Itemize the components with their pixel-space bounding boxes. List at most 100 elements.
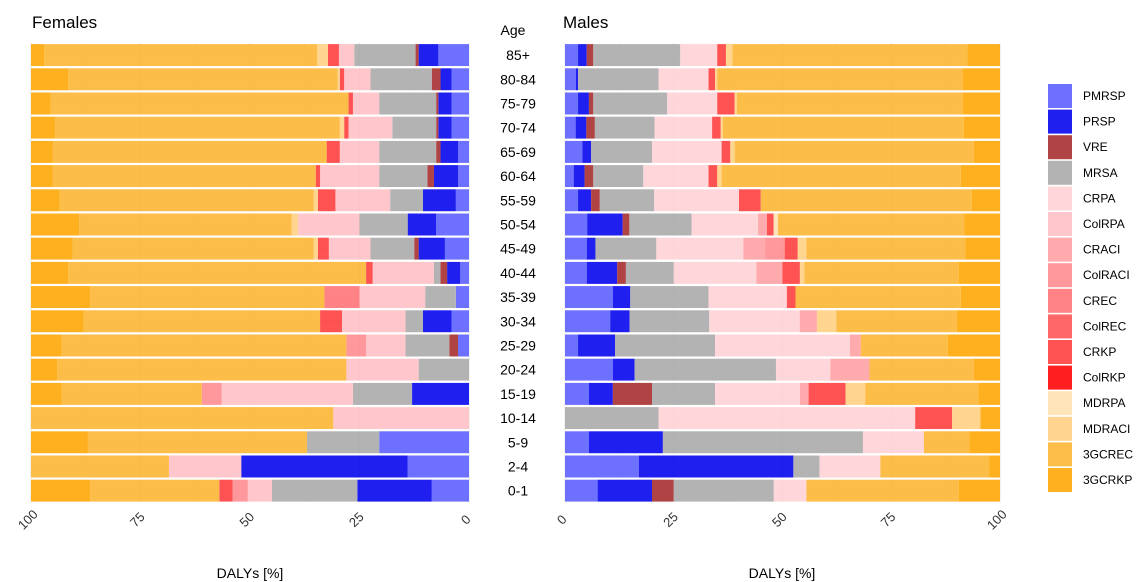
- bar-3gcrkp-70-74: [963, 116, 1000, 139]
- bar-vre-75-79: [588, 92, 594, 115]
- bar-crpa-85plus: [680, 44, 718, 67]
- bar-colrpa-80-84: [344, 68, 371, 91]
- bar-crpa-55-59: [654, 189, 739, 212]
- bar-crkp-75-79: [717, 92, 735, 115]
- bar-mrsa-35-39: [425, 286, 456, 309]
- bar-craci-30-34: [799, 310, 817, 333]
- bar-3gcrkp-50-54: [964, 213, 1000, 236]
- bar-mrsa-10-14: [565, 407, 659, 430]
- age-label: 25-29: [500, 338, 536, 354]
- bar-crkp-60-64: [708, 165, 718, 188]
- bar-prsp-85plus: [578, 44, 587, 67]
- bar-3gcrec-75-79: [736, 92, 964, 115]
- bar-crkp-55-59: [739, 189, 761, 212]
- bar-3gcrec-5-9: [87, 431, 307, 454]
- bar-craci-50-54: [758, 213, 767, 236]
- bar-mdraci-45-49: [797, 237, 807, 260]
- bar-3gcrkp-25-29: [947, 334, 1000, 357]
- bar-colraci-0-1: [232, 479, 248, 502]
- bar-prsp-70-74: [575, 116, 587, 139]
- bar-crpa-20-24: [775, 358, 831, 381]
- bar-pmrsp-55-59: [565, 189, 579, 212]
- x-tick-label: 0: [458, 512, 474, 528]
- bar-colrpa-0-1: [247, 479, 272, 502]
- bar-mrsa-60-64: [379, 165, 428, 188]
- bar-colrpa-30-34: [341, 310, 406, 333]
- bar-pmrsp-85plus: [438, 44, 469, 67]
- bar-colrpa-70-74: [348, 116, 393, 139]
- age-label: 55-59: [500, 192, 536, 208]
- bar-mrsa-80-84: [578, 68, 659, 91]
- legend-label-colraci: ColRACI: [1083, 268, 1130, 282]
- bar-pmrsp-45-49: [565, 237, 587, 260]
- bar-vre-60-64: [584, 165, 594, 188]
- bar-mrsa-65-69: [379, 140, 437, 163]
- bar-3gcrkp-25-29: [31, 334, 62, 357]
- bar-mrsa-5-9: [306, 431, 380, 454]
- bar-crpa-45-49: [656, 237, 744, 260]
- bar-prsp-65-69: [440, 140, 459, 163]
- bar-crpa-40-44: [673, 261, 757, 284]
- legend-label-colrpa: ColRPA: [1083, 217, 1125, 231]
- bar-mrsa-85plus: [354, 44, 416, 67]
- bar-colrpa-45-49: [328, 237, 371, 260]
- bar-pmrsp-65-69: [565, 140, 583, 163]
- bar-3gcrkp-10-14: [980, 407, 1000, 430]
- females-panel-title: Females: [32, 13, 97, 32]
- legend-label-prsp: PRSP: [1083, 115, 1116, 129]
- bar-3gcrec-30-34: [836, 310, 957, 333]
- bar-craci-20-24: [830, 358, 870, 381]
- bar-3gcrec-50-54: [778, 213, 965, 236]
- bar-mdraci-70-74: [720, 116, 723, 139]
- bar-crkp-80-84: [339, 68, 345, 91]
- bar-mdraci-60-64: [717, 165, 722, 188]
- legend-label-craci: CRACI: [1083, 243, 1120, 257]
- bar-mrsa-40-44: [433, 261, 441, 284]
- bar-prsp-55-59: [423, 189, 456, 212]
- bar-3gcrkp-60-64: [31, 165, 53, 188]
- bar-3gcrkp-15-19: [978, 382, 1000, 405]
- bar-3gcrec-2-4: [880, 455, 990, 478]
- bar-prsp-0-1: [597, 479, 652, 502]
- bar-colrpa-60-64: [320, 165, 380, 188]
- legend-label-colrkp: ColRKP: [1083, 371, 1126, 385]
- bar-crkp-85plus: [717, 44, 726, 67]
- legend-swatch-mrsa: [1048, 160, 1072, 185]
- bar-pmrsp-70-74: [451, 116, 469, 139]
- bar-pmrsp-55-59: [455, 189, 469, 212]
- legend-swatch-colraci: [1048, 263, 1072, 288]
- x-tick-label: 100: [15, 507, 41, 533]
- bar-mrsa-30-34: [629, 310, 710, 333]
- age-label: 50-54: [500, 217, 536, 233]
- bar-3gcrec-15-19: [865, 382, 979, 405]
- bar-3gcrec-35-39: [90, 286, 325, 309]
- bar-prsp-35-39: [612, 286, 631, 309]
- bar-3gcrkp-0-1: [958, 479, 1000, 502]
- bar-3gcrec-85plus: [44, 44, 318, 67]
- bar-prsp-20-24: [612, 358, 635, 381]
- bar-pmrsp-50-54: [565, 213, 588, 236]
- bar-mrsa-65-69: [591, 140, 652, 163]
- bar-mdraci-55-59: [313, 189, 318, 212]
- bar-crkp-10-14: [915, 407, 953, 430]
- bar-prsp-50-54: [587, 213, 623, 236]
- bar-pmrsp-50-54: [436, 213, 469, 236]
- bar-mdraci-80-84: [715, 68, 718, 91]
- bar-3gcrec-65-69: [52, 140, 327, 163]
- age-label: 15-19: [500, 386, 536, 402]
- bar-craci-15-19: [799, 382, 809, 405]
- bar-crpa-30-34: [709, 310, 800, 333]
- bar-crpa-60-64: [643, 165, 709, 188]
- bar-crkp-55-59: [317, 189, 336, 212]
- bar-prsp-40-44: [447, 261, 461, 284]
- bar-crkp-45-49: [784, 237, 798, 260]
- bar-mrsa-15-19: [652, 382, 716, 405]
- bar-vre-60-64: [427, 165, 434, 188]
- females-x-ticks: 0 25 50 75 100: [15, 507, 474, 533]
- bar-colrpa-75-79: [352, 92, 380, 115]
- bar-prsp-80-84: [575, 68, 579, 91]
- males-bars: [565, 44, 1000, 504]
- legend-label-colrec: ColREC: [1083, 319, 1127, 333]
- x-tick-label: 25: [346, 509, 367, 530]
- bar-colrpa-2-4: [168, 455, 242, 478]
